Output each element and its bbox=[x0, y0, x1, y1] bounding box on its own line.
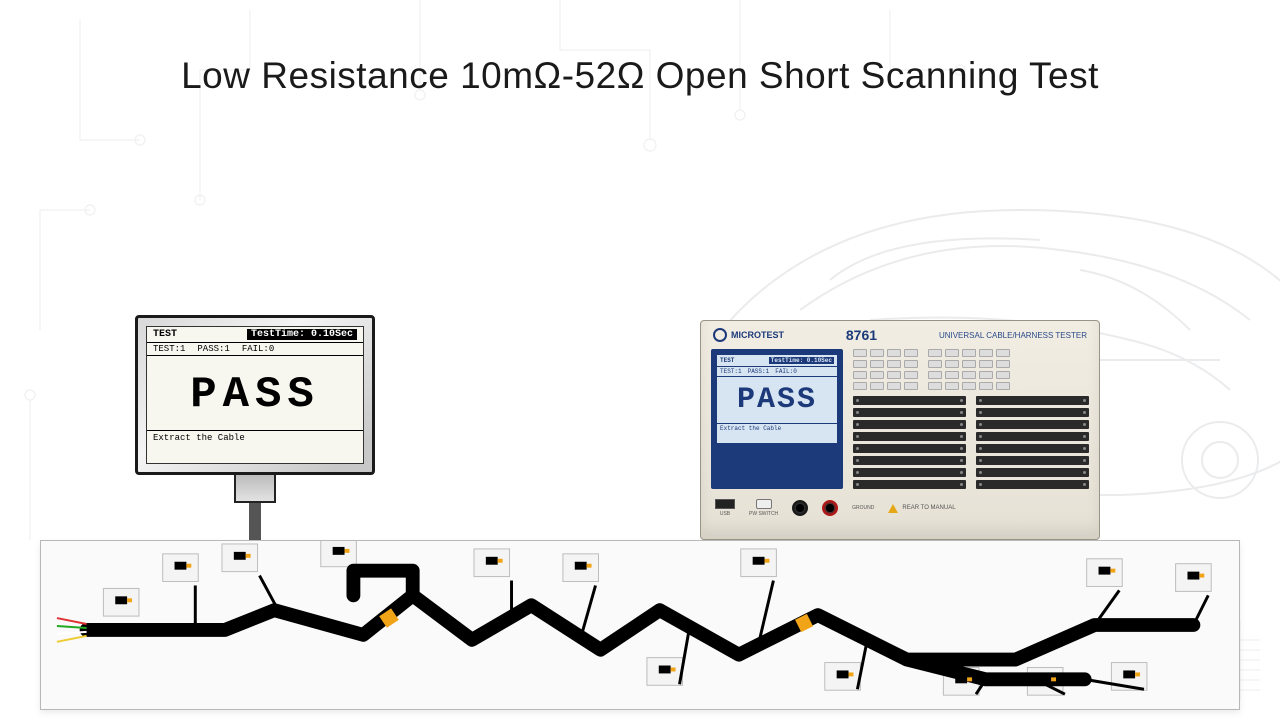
keypad-key[interactable] bbox=[853, 371, 867, 379]
keypad-key[interactable] bbox=[887, 349, 901, 357]
page-title: Low Resistance 10mΩ-52Ω Open Short Scann… bbox=[0, 55, 1280, 97]
monitor-stand bbox=[234, 475, 276, 503]
keypad-key[interactable] bbox=[887, 382, 901, 390]
keypad-key[interactable] bbox=[945, 349, 959, 357]
keypad-key[interactable] bbox=[979, 382, 993, 390]
tester-brand: MICROTEST bbox=[713, 328, 784, 342]
monitor-test-label: TEST bbox=[153, 329, 177, 340]
ground-label: GROUND bbox=[852, 505, 874, 511]
scan-slot[interactable] bbox=[853, 408, 966, 417]
tester-lcd-bezel: TEST TestTime: 0.10Sec TEST:1 PASS:1 FAI… bbox=[711, 349, 843, 489]
scan-slot[interactable] bbox=[853, 444, 966, 453]
keypad-key[interactable] bbox=[904, 349, 918, 357]
keypad-key[interactable] bbox=[928, 349, 942, 357]
keypad-key[interactable] bbox=[962, 349, 976, 357]
scan-slot[interactable] bbox=[853, 396, 966, 405]
keypad-key[interactable] bbox=[853, 349, 867, 357]
lcd-result: PASS bbox=[717, 377, 837, 423]
keypad-key[interactable] bbox=[945, 360, 959, 368]
scan-slot[interactable] bbox=[853, 420, 966, 429]
keypad-key[interactable] bbox=[887, 360, 901, 368]
tester-model: 8761 bbox=[846, 327, 877, 343]
keypad-key[interactable] bbox=[979, 360, 993, 368]
scan-slot[interactable] bbox=[976, 468, 1089, 477]
keypad-key[interactable] bbox=[853, 360, 867, 368]
power-label: PW SWITCH bbox=[749, 511, 778, 517]
keypad-key[interactable] bbox=[996, 349, 1010, 357]
keypad-key[interactable] bbox=[870, 371, 884, 379]
jack-black[interactable] bbox=[792, 500, 808, 516]
tester-keypad bbox=[853, 349, 1089, 390]
keypad-key[interactable] bbox=[996, 371, 1010, 379]
lcd-stat-fail: FAIL:0 bbox=[775, 368, 797, 375]
keypad-key[interactable] bbox=[962, 360, 976, 368]
keypad-key[interactable] bbox=[979, 371, 993, 379]
keypad-key[interactable] bbox=[870, 360, 884, 368]
keypad-key[interactable] bbox=[870, 349, 884, 357]
cable-harness-tester: MICROTEST 8761 UNIVERSAL CABLE/HARNESS T… bbox=[700, 320, 1100, 540]
keypad-key[interactable] bbox=[996, 360, 1010, 368]
tester-lcd: TEST TestTime: 0.10Sec TEST:1 PASS:1 FAI… bbox=[717, 355, 837, 443]
lcd-footer: Extract the Cable bbox=[717, 423, 837, 433]
scan-slot[interactable] bbox=[976, 456, 1089, 465]
keypad-key[interactable] bbox=[853, 382, 867, 390]
lcd-test-label: TEST bbox=[720, 357, 734, 364]
keypad-key[interactable] bbox=[904, 382, 918, 390]
wiring-harness-diagram bbox=[41, 541, 1239, 709]
keypad-key[interactable] bbox=[904, 360, 918, 368]
keypad-key[interactable] bbox=[962, 382, 976, 390]
scan-slot[interactable] bbox=[853, 432, 966, 441]
scan-slot[interactable] bbox=[853, 468, 966, 477]
monitor-stat-fail: FAIL:0 bbox=[242, 344, 274, 354]
keypad-key[interactable] bbox=[962, 371, 976, 379]
tester-scan-slots bbox=[853, 396, 1089, 489]
scan-slot[interactable] bbox=[976, 396, 1089, 405]
keypad-key[interactable] bbox=[928, 371, 942, 379]
tester-subtitle: UNIVERSAL CABLE/HARNESS TESTER bbox=[939, 331, 1087, 340]
keypad-key[interactable] bbox=[979, 349, 993, 357]
scan-slot[interactable] bbox=[976, 408, 1089, 417]
monitor-result: PASS bbox=[147, 356, 363, 430]
keypad-key[interactable] bbox=[945, 371, 959, 379]
tester-header: MICROTEST 8761 UNIVERSAL CABLE/HARNESS T… bbox=[701, 321, 1099, 345]
keypad-key[interactable] bbox=[870, 382, 884, 390]
keypad-key[interactable] bbox=[887, 371, 901, 379]
usb-port-icon[interactable] bbox=[715, 499, 735, 509]
monitor-frame: TEST TestTime: 0.10Sec TEST:1 PASS:1 FAI… bbox=[135, 315, 375, 475]
power-switch[interactable] bbox=[756, 499, 772, 509]
monitor-screen: TEST TestTime: 0.10Sec TEST:1 PASS:1 FAI… bbox=[146, 326, 364, 464]
scan-slot[interactable] bbox=[976, 432, 1089, 441]
keypad-key[interactable] bbox=[945, 382, 959, 390]
scan-slot[interactable] bbox=[976, 420, 1089, 429]
warning-triangle-icon bbox=[888, 504, 898, 513]
harness-fixture-board bbox=[40, 540, 1240, 710]
scan-slot[interactable] bbox=[976, 480, 1089, 489]
usb-label: USB bbox=[720, 511, 730, 517]
keypad-key[interactable] bbox=[996, 382, 1010, 390]
monitor-footer: Extract the Cable bbox=[147, 430, 363, 445]
external-monitor: TEST TestTime: 0.10Sec TEST:1 PASS:1 FAI… bbox=[135, 315, 375, 505]
lcd-testtime: TestTime: 0.10Sec bbox=[769, 357, 834, 364]
monitor-stat-test: TEST:1 bbox=[153, 344, 185, 354]
keypad-key[interactable] bbox=[928, 360, 942, 368]
monitor-testtime: TestTime: 0.10Sec bbox=[247, 329, 357, 340]
lcd-stat-test: TEST:1 bbox=[720, 368, 742, 375]
warning-label: REAR TO MANUAL bbox=[888, 504, 955, 513]
lcd-stat-pass: PASS:1 bbox=[748, 368, 770, 375]
scan-slot[interactable] bbox=[976, 444, 1089, 453]
keypad-key[interactable] bbox=[904, 371, 918, 379]
jack-red[interactable] bbox=[822, 500, 838, 516]
monitor-stat-pass: PASS:1 bbox=[197, 344, 229, 354]
scan-slot[interactable] bbox=[853, 456, 966, 465]
scan-slot[interactable] bbox=[853, 480, 966, 489]
keypad-key[interactable] bbox=[928, 382, 942, 390]
